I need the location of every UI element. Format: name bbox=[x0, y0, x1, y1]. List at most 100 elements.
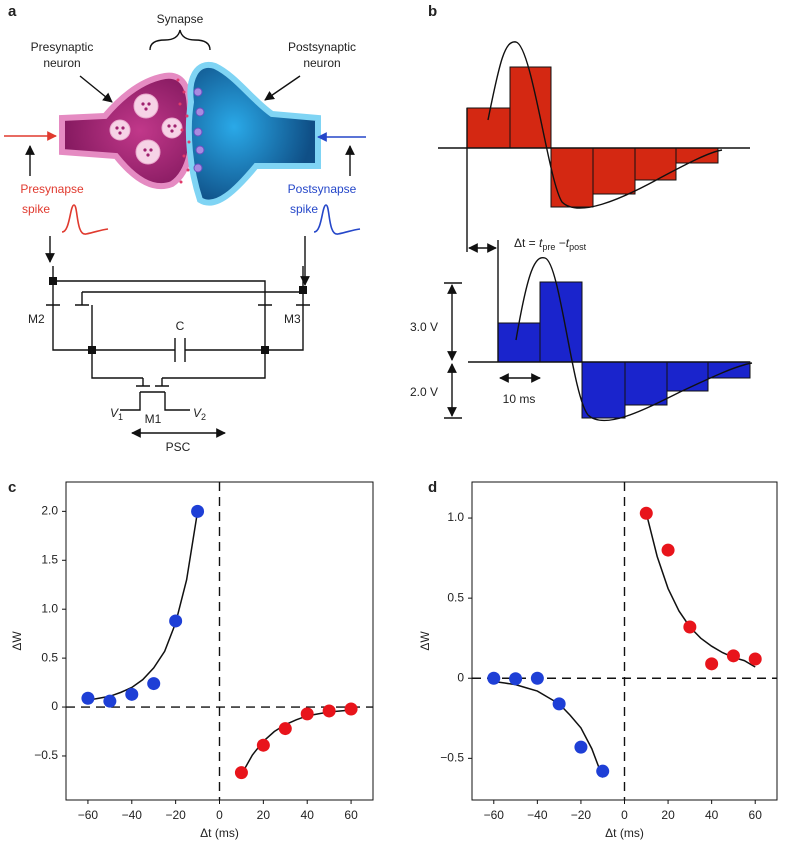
data-point bbox=[103, 694, 117, 708]
x-axis-label: Δt (ms) bbox=[200, 826, 239, 840]
x-tick-label: −20 bbox=[571, 808, 592, 822]
v1-main: V bbox=[110, 406, 119, 420]
eq-t: t bbox=[539, 236, 543, 250]
data-point bbox=[278, 722, 292, 736]
data-point bbox=[552, 697, 566, 711]
x-tick-label: 40 bbox=[301, 808, 315, 822]
y-tick-label: 0.5 bbox=[41, 650, 58, 664]
x-tick-label: −40 bbox=[527, 808, 548, 822]
data-point bbox=[234, 766, 248, 780]
vesicle-contents bbox=[115, 102, 177, 157]
data-point bbox=[530, 671, 544, 685]
v1-label: V1 bbox=[110, 406, 123, 422]
x-tick-label: 20 bbox=[661, 808, 675, 822]
eq-sub: pre bbox=[542, 242, 555, 252]
x-tick-label: 40 bbox=[705, 808, 719, 822]
y-tick-label: −0.5 bbox=[440, 751, 464, 765]
data-point bbox=[596, 764, 610, 778]
presynapse-spike-label: spike bbox=[22, 202, 50, 216]
x-axis-label: Δt (ms) bbox=[605, 826, 644, 840]
eq-minus: − bbox=[555, 236, 565, 250]
y-tick-label: 1.5 bbox=[41, 552, 58, 566]
m2-label: M2 bbox=[28, 312, 45, 326]
panel-label: a bbox=[8, 3, 17, 20]
spike-waveform bbox=[313, 204, 361, 235]
neurotransmitters bbox=[176, 78, 191, 184]
data-point bbox=[147, 677, 161, 691]
data-point bbox=[726, 649, 740, 663]
y-tick-label: −0.5 bbox=[34, 748, 58, 762]
c-label: C bbox=[176, 319, 185, 333]
width-label: 10 ms bbox=[503, 392, 536, 406]
y-axis-label: ΔW bbox=[418, 631, 432, 651]
v2-label: V2 bbox=[193, 406, 206, 422]
synapse-illustration: Synapse Presynaptic neuron Postsynaptic … bbox=[4, 12, 366, 235]
data-point bbox=[639, 506, 653, 520]
data-point bbox=[487, 671, 501, 685]
node bbox=[261, 346, 269, 354]
v2-main: V bbox=[193, 406, 202, 420]
data-point bbox=[125, 687, 139, 701]
eq-lhs: Δt = bbox=[514, 236, 539, 250]
fit-curve bbox=[87, 511, 199, 701]
v1-sub: 1 bbox=[118, 412, 123, 422]
panel-label: d bbox=[428, 479, 437, 496]
presynapse-spike-label: Presynapse bbox=[20, 182, 84, 196]
postsynaptic-label: neuron bbox=[303, 56, 340, 70]
data-point bbox=[300, 707, 314, 721]
v2-sub: 2 bbox=[201, 412, 206, 422]
brace bbox=[149, 29, 211, 51]
y-axis-label: ΔW bbox=[10, 631, 24, 651]
data-point bbox=[191, 504, 205, 518]
postsynaptic-neuron bbox=[185, 61, 321, 206]
v-pos-label: 3.0 V bbox=[410, 320, 438, 334]
x-tick-label: −20 bbox=[165, 808, 186, 822]
postsynapse-spike-label: Postsynapse bbox=[288, 182, 357, 196]
presynaptic-label: Presynaptic bbox=[31, 40, 94, 54]
y-tick-label: 1.0 bbox=[41, 601, 58, 615]
fit-curve bbox=[645, 513, 756, 668]
dt-equation: Δt = tpre −tpost bbox=[514, 236, 587, 252]
presynaptic-label: neuron bbox=[43, 56, 80, 70]
eq-sub: post bbox=[569, 242, 587, 252]
circuit: M2 M3 C M1 V1 V2 PSC bbox=[28, 236, 310, 454]
x-tick-label: −60 bbox=[78, 808, 99, 822]
pulse-diagram: Δt = tpre −tpost 3.0 V 2.0 V 10 ms bbox=[410, 41, 753, 422]
receptors bbox=[193, 87, 205, 173]
node bbox=[49, 277, 57, 285]
x-tick-label: 60 bbox=[749, 808, 763, 822]
data-point bbox=[748, 652, 762, 666]
pre-pulse bbox=[466, 66, 719, 208]
data-point bbox=[661, 543, 675, 557]
circuit-wires bbox=[46, 266, 310, 411]
y-tick-label: 0.5 bbox=[447, 590, 464, 604]
x-tick-label: −40 bbox=[122, 808, 143, 822]
data-point bbox=[322, 704, 336, 718]
postsynapse-spike-label: spike bbox=[290, 202, 318, 216]
pointer-arrow bbox=[264, 75, 301, 101]
pointer-arrow bbox=[79, 75, 113, 103]
y-tick-label: 2.0 bbox=[41, 504, 58, 518]
x-tick-label: 0 bbox=[621, 808, 628, 822]
data-point bbox=[705, 657, 719, 671]
node bbox=[299, 286, 307, 294]
x-tick-label: 0 bbox=[216, 808, 223, 822]
data-point bbox=[81, 691, 95, 705]
vesicles bbox=[109, 93, 183, 165]
y-tick-label: 0 bbox=[51, 699, 58, 713]
spike-waveform bbox=[61, 204, 109, 235]
data-point bbox=[574, 740, 588, 754]
data-point bbox=[509, 672, 523, 686]
y-tick-label: 1.0 bbox=[447, 510, 464, 524]
x-tick-label: 60 bbox=[344, 808, 358, 822]
panel-label: b bbox=[428, 3, 437, 20]
psc-label: PSC bbox=[166, 440, 191, 454]
x-tick-label: −60 bbox=[484, 808, 505, 822]
panel-label: c bbox=[8, 479, 16, 496]
m1-label: M1 bbox=[145, 412, 162, 426]
data-point bbox=[169, 614, 183, 628]
node bbox=[88, 346, 96, 354]
synapse-label: Synapse bbox=[157, 12, 204, 26]
data-point bbox=[683, 620, 697, 634]
